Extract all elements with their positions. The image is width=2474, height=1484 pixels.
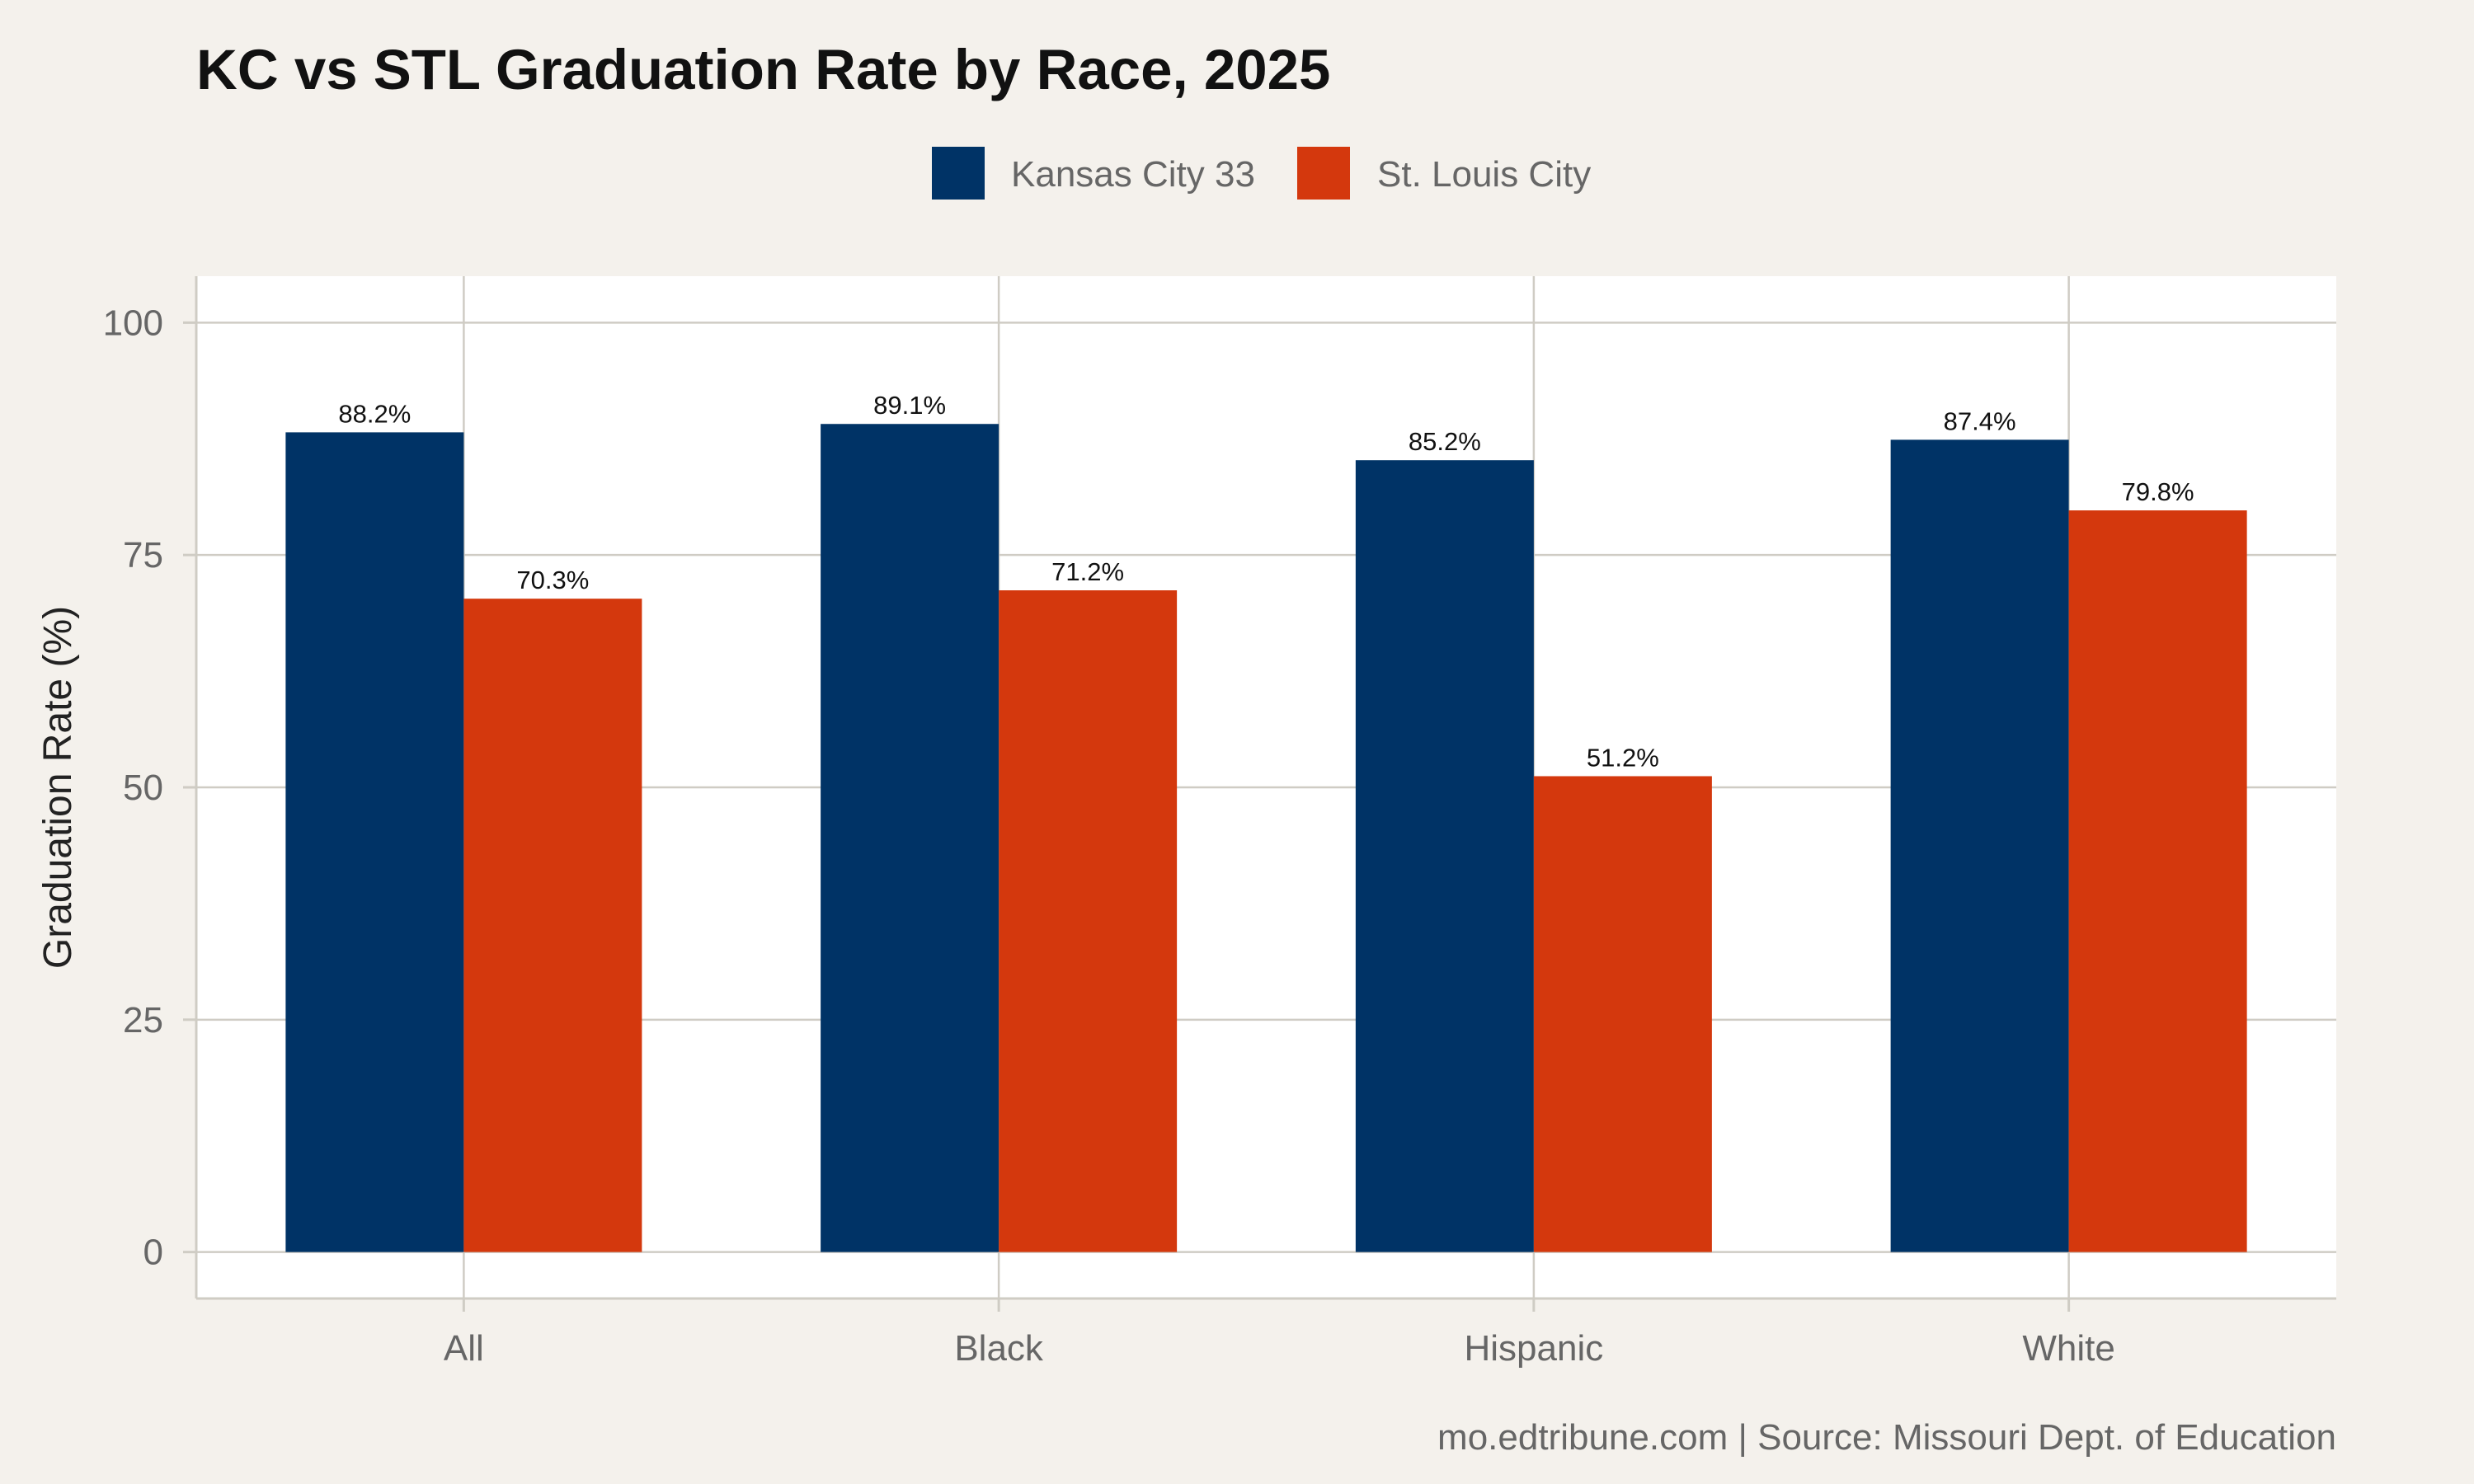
bar-value-label: 89.1% [873,391,946,420]
x-tick-label: All [444,1328,484,1369]
y-axis-label: Graduation Rate (%) [36,606,80,969]
bar-value-label: 87.4% [1944,406,2016,435]
x-tick-label: White [2022,1328,2114,1369]
bar-st-louis [999,590,1178,1252]
axes [183,276,2336,1312]
bar-kansas-city [821,424,999,1252]
bar-value-label: 51.2% [1587,743,1659,772]
bar-kansas-city [1355,460,1534,1252]
chart-caption: mo.edtribune.com | Source: Missouri Dept… [1437,1417,2336,1458]
legend-label: St. Louis City [1377,154,1591,195]
y-tick-label: 75 [123,535,163,575]
bar-value-label: 71.2% [1051,557,1124,586]
y-tick-label: 25 [123,1000,163,1040]
bar-kansas-city [1890,439,2069,1252]
bar-value-label: 79.8% [2122,477,2194,506]
y-tick-label: 100 [103,303,163,343]
bars [285,424,2247,1252]
y-tick-label: 50 [123,768,163,808]
bar-value-label: 70.3% [516,566,589,594]
x-tick-label: Black [954,1328,1044,1369]
bar-st-louis [463,599,642,1252]
bar-value-label: 85.2% [1409,427,1481,456]
y-tick-label: 0 [143,1233,163,1273]
bar-kansas-city [285,432,464,1252]
bar-st-louis [2068,510,2247,1252]
bar-value-label: 88.2% [338,399,411,428]
legend-label: Kansas City 33 [1011,154,1255,195]
tick-labels: 0 25 50 75 100 All Black Hispanic White [103,303,2115,1369]
chart-title: KC vs STL Graduation Rate by Race, 2025 [196,38,1330,101]
bar-st-louis [1533,776,1712,1252]
legend: Kansas City 33 St. Louis City [932,147,1591,200]
x-tick-label: Hispanic [1465,1328,1604,1369]
bar-labels: 88.2% 89.1% 85.2% 87.4% 70.3% 71.2% 51.2% 79.8% [338,391,2194,772]
legend-swatch [1297,147,1350,200]
legend-swatch [932,147,985,200]
